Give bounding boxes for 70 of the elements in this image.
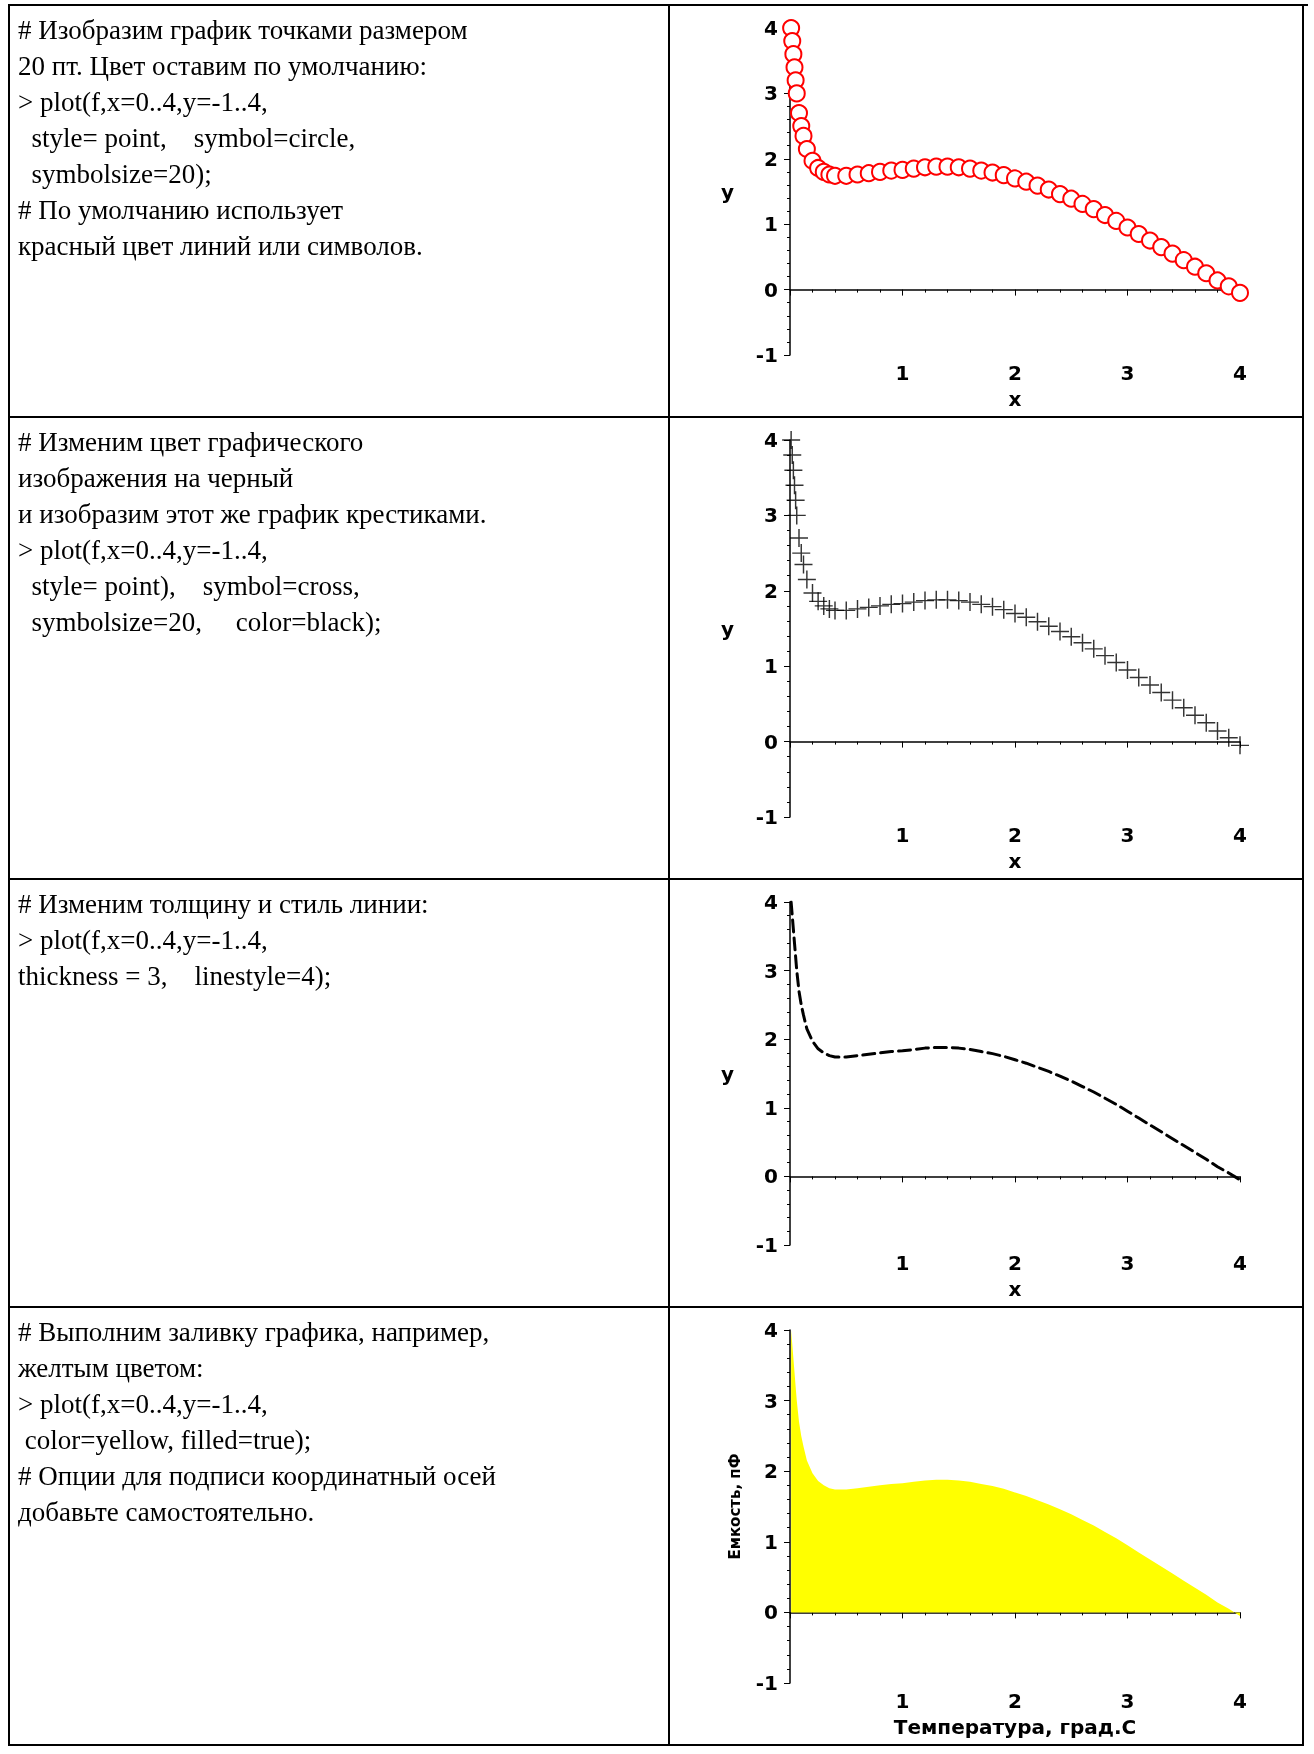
y-tick-label: 4	[764, 890, 778, 914]
y-tick-label: 3	[764, 503, 778, 528]
text: > plot(f,x=0..4,y=-1..4,	[18, 924, 269, 957]
x-tick-label: 4	[1233, 1689, 1247, 1713]
text: # Опции для подписи координатный осей	[18, 1460, 497, 1493]
y-tick-label: 2	[764, 1459, 778, 1484]
y-axis-title: y	[720, 616, 734, 641]
text: 20 пт. Цвет оставим по умолчанию:	[18, 50, 429, 83]
text: style= point, symbol=circle,	[30, 122, 357, 155]
text: желтым цветом:	[18, 1352, 205, 1385]
text: > plot(f,x=0..4,y=-1..4,	[18, 1388, 269, 1421]
x-tick-label: 1	[895, 361, 910, 385]
y-tick-label: 2	[764, 578, 778, 603]
y-tick-label: -1	[755, 1671, 778, 1695]
x-tick-label: 2	[1008, 1251, 1022, 1275]
text: # Изменим толщину и стиль линии:	[18, 888, 430, 921]
y-tick-label: 0	[764, 1164, 778, 1189]
y-tick-label: 1	[764, 1095, 778, 1120]
text: # Выполним заливку графика, например,	[18, 1316, 491, 1349]
y-tick-label: 1	[764, 212, 778, 237]
y-tick-label: 4	[764, 16, 778, 40]
y-tick-label: 3	[764, 958, 778, 983]
text: и изобразим этот же график крестиками.	[18, 498, 488, 531]
x-axis-title: x	[1008, 1277, 1022, 1301]
y-tick-label: -1	[755, 1233, 778, 1257]
y-tick-label: -1	[755, 805, 778, 829]
text: symbolsize=20, color=black);	[30, 606, 383, 639]
y-tick-label: 1	[764, 654, 778, 679]
x-tick-label: 4	[1233, 823, 1247, 847]
y-tick-label: 3	[764, 81, 778, 106]
text: # Изменим цвет графического	[18, 426, 365, 459]
text: красный цвет линий или символов.	[18, 230, 424, 263]
x-tick-label: 3	[1120, 361, 1135, 385]
x-tick-label: 1	[895, 1251, 910, 1275]
x-axis-title: Температура, град.С	[893, 1715, 1137, 1739]
text: # Изобразим график точками размером	[18, 14, 469, 47]
x-tick-label: 2	[1008, 1689, 1022, 1713]
y-axis-title: y	[720, 1061, 734, 1086]
x-axis-title: x	[1008, 849, 1022, 873]
y-tick-label: 0	[764, 729, 778, 754]
x-tick-label: 3	[1120, 1251, 1135, 1275]
y-tick-label: 1	[764, 1529, 778, 1554]
y-tick-label: 0	[764, 1600, 778, 1625]
text: > plot(f,x=0..4,y=-1..4,	[18, 534, 269, 567]
y-tick-label: 2	[764, 146, 778, 171]
x-tick-label: 4	[1233, 1251, 1247, 1275]
x-tick-label: 1	[895, 1689, 910, 1713]
x-tick-label: 1	[895, 823, 910, 847]
y-tick-label: 0	[764, 277, 778, 302]
text: thickness = 3, linestyle=4);	[18, 960, 333, 993]
x-tick-label: 3	[1120, 823, 1135, 847]
x-tick-label: 2	[1008, 361, 1022, 385]
text: добавьте самостоятельно.	[18, 1496, 316, 1529]
y-tick-label: 3	[764, 1388, 778, 1413]
y-tick-label: 4	[764, 428, 778, 452]
y-tick-label: 4	[764, 1318, 778, 1342]
text: # По умолчанию использует	[18, 194, 345, 227]
text: symbolsize=20);	[30, 158, 213, 191]
y-axis-title: y	[720, 179, 734, 204]
y-axis-title: Емкость, пФ	[725, 1453, 744, 1560]
text: > plot(f,x=0..4,y=-1..4,	[18, 86, 269, 119]
x-tick-label: 3	[1120, 1689, 1135, 1713]
text: color=yellow, filled=true);	[23, 1424, 313, 1457]
x-axis-title: x	[1008, 387, 1022, 411]
y-tick-label: -1	[755, 343, 778, 367]
y-tick-label: 2	[764, 1027, 778, 1052]
x-tick-label: 4	[1233, 361, 1247, 385]
text: изображения на черный	[18, 462, 295, 495]
text: style= point), symbol=cross,	[30, 570, 361, 603]
x-tick-label: 2	[1008, 823, 1022, 847]
